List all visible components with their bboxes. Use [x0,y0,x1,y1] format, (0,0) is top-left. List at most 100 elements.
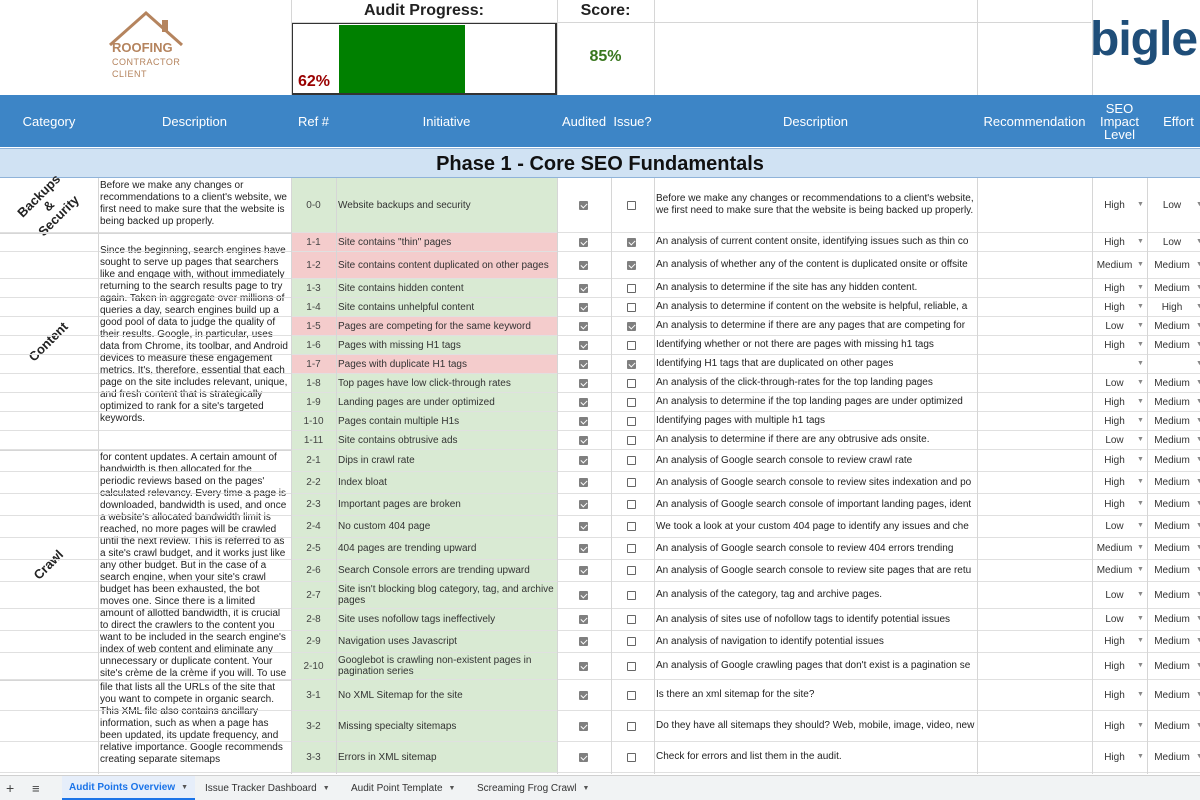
initiative-cell[interactable]: Site contains hidden content [336,279,557,297]
impact-dropdown[interactable]: High [1104,636,1125,647]
chevron-down-icon[interactable]: ▼ [1137,417,1144,424]
ref-cell[interactable]: 3-2 [291,711,336,741]
col-header-description[interactable]: Description [161,113,228,129]
chevron-down-icon[interactable]: ▼ [1196,500,1200,507]
description-cell[interactable]: An analysis of Google search console of … [656,498,972,510]
chevron-down-icon[interactable]: ▼ [1137,436,1144,443]
initiative-cell[interactable]: Navigation uses Javascript [336,631,557,652]
effort-dropdown[interactable]: Medium [1154,614,1190,625]
issue-checkbox[interactable] [627,360,636,369]
chevron-down-icon[interactable]: ▼ [1137,478,1144,485]
impact-dropdown[interactable]: High [1104,720,1125,732]
category-description[interactable]: for content updates. A certain amount of… [100,452,287,678]
description-cell[interactable]: An analysis to determine if there are an… [656,434,930,445]
chevron-down-icon[interactable]: ▼ [1137,566,1144,573]
effort-dropdown[interactable]: Medium [1154,689,1190,701]
chevron-down-icon[interactable]: ▼ [1196,436,1200,443]
impact-dropdown[interactable]: Low [1105,320,1124,332]
effort-dropdown[interactable]: Medium [1154,589,1190,601]
initiative-cell[interactable]: Pages are competing for the same keyword [336,317,557,335]
initiative-cell[interactable]: Pages with missing H1 tags [336,336,557,354]
initiative-cell[interactable]: Errors in XML sitemap [336,742,557,772]
effort-dropdown[interactable]: High [1161,301,1183,313]
audited-checkbox[interactable] [579,637,588,646]
issue-checkbox[interactable] [627,417,636,426]
initiative-cell[interactable]: Site uses nofollow tags ineffectively [336,609,557,630]
audited-checkbox[interactable] [579,436,588,445]
ref-cell[interactable]: 2-10 [291,653,336,679]
impact-dropdown[interactable]: High [1104,236,1125,248]
all-sheets-menu-icon[interactable]: ≡ [32,780,40,796]
description-cell[interactable]: An analysis of whether any of the conten… [656,259,968,270]
chevron-down-icon[interactable]: ▼ [1137,379,1144,386]
impact-dropdown[interactable]: Medium [1096,543,1133,554]
chevron-down-icon[interactable]: ▼ [1196,691,1200,698]
audited-checkbox[interactable] [579,456,588,465]
chevron-down-icon[interactable]: ▼ [1196,456,1200,463]
effort-dropdown[interactable]: Medium [1154,521,1190,532]
impact-dropdown[interactable]: High [1104,477,1125,488]
issue-checkbox[interactable] [627,201,636,210]
ref-cell[interactable]: 1-9 [291,393,336,411]
issue-checkbox[interactable] [627,691,636,700]
chevron-down-icon[interactable]: ▼ [1137,544,1144,551]
chevron-down-icon[interactable]: ▼ [1137,284,1144,291]
issue-checkbox[interactable] [627,398,636,407]
effort-dropdown[interactable]: Medium [1154,434,1190,446]
initiative-cell[interactable]: Missing specialty sitemaps [336,711,557,741]
description-cell[interactable]: An analysis of the click-through-rates f… [656,377,933,388]
chevron-down-icon[interactable]: ▼ [1137,591,1144,598]
issue-checkbox[interactable] [627,522,636,531]
audited-checkbox[interactable] [579,398,588,407]
chevron-down-icon[interactable]: ▼ [1196,360,1200,367]
ref-cell[interactable]: 1-7 [291,355,336,373]
description-cell[interactable]: An analysis of Google search console to … [656,542,954,554]
chevron-down-icon[interactable]: ▼ [1196,591,1200,598]
effort-dropdown[interactable]: Medium [1154,751,1190,763]
initiative-cell[interactable]: Googlebot is crawling non-existent pages… [336,653,557,679]
col-header-recommendation[interactable]: Recommendation [983,113,1086,129]
effort-dropdown[interactable]: Medium [1154,259,1190,271]
ref-cell[interactable]: 2-2 [291,472,336,493]
initiative-cell[interactable]: Index bloat [336,472,557,493]
ref-cell[interactable]: 3-1 [291,680,336,710]
description-cell[interactable]: An analysis of Google search console to … [656,454,913,466]
initiative-cell[interactable]: No XML Sitemap for the site [336,680,557,710]
col-header-initiative[interactable]: Initiative [422,113,471,129]
description-cell[interactable]: An analysis to determine if the top land… [656,396,963,407]
description-cell[interactable]: Check for errors and list them in the au… [656,751,842,762]
sheet-tab[interactable]: Screaming Frog Crawl ▼ [470,776,596,800]
description-cell[interactable]: An analysis of Google search console to … [656,564,972,576]
description-cell[interactable]: Do they have all sitemaps they should? W… [656,720,975,731]
ref-cell[interactable]: 2-3 [291,494,336,515]
initiative-cell[interactable]: Website backups and security [336,178,557,232]
audited-checkbox[interactable] [579,238,588,247]
chevron-down-icon[interactable]: ▼ [1196,615,1200,622]
impact-dropdown[interactable]: Low [1105,377,1124,389]
chevron-down-icon[interactable]: ▼ [181,783,189,791]
initiative-cell[interactable]: Landing pages are under optimized [336,393,557,411]
issue-checkbox[interactable] [627,341,636,350]
effort-dropdown[interactable]: Medium [1154,377,1190,389]
chevron-down-icon[interactable]: ▼ [1196,662,1200,669]
issue-checkbox[interactable] [627,261,636,270]
effort-dropdown[interactable]: Medium [1154,499,1190,510]
impact-dropdown[interactable]: High [1104,396,1125,408]
ref-cell[interactable]: 2-1 [291,450,336,471]
audited-checkbox[interactable] [579,303,588,312]
chevron-down-icon[interactable]: ▼ [1137,615,1144,622]
impact-dropdown[interactable]: High [1104,660,1125,672]
ref-cell[interactable]: 1-10 [291,412,336,430]
chevron-down-icon[interactable]: ▼ [1196,522,1200,529]
issue-checkbox[interactable] [627,436,636,445]
initiative-cell[interactable]: Pages contain multiple H1s [336,412,557,430]
description-cell[interactable]: An analysis of current content onsite, i… [656,236,969,247]
description-cell[interactable]: An analysis of the category, tag and arc… [656,589,883,600]
chevron-down-icon[interactable]: ▼ [582,784,590,792]
chevron-down-icon[interactable]: ▼ [1137,662,1144,669]
chevron-down-icon[interactable]: ▼ [1196,398,1200,405]
initiative-cell[interactable]: Site contains obtrusive ads [336,431,557,449]
issue-checkbox[interactable] [627,662,636,671]
audited-checkbox[interactable] [579,322,588,331]
initiative-cell[interactable]: Important pages are broken [336,494,557,515]
